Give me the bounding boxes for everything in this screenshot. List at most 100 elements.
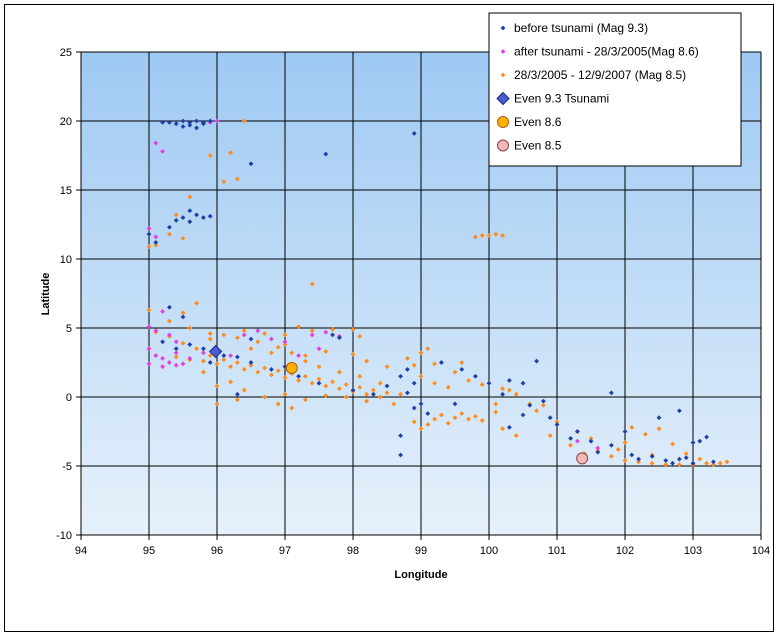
series-1-point [384,383,390,389]
x-tick-label: 102 [616,545,634,557]
series-1-point [200,215,206,221]
y-tick-label: 0 [66,392,72,404]
series-3-point [466,377,472,383]
series-3-point [452,369,458,375]
series-3-point [275,401,281,407]
series-1-point [622,429,628,434]
series-3-point [282,332,288,338]
series-1-point [166,119,172,125]
series-3-point [180,340,186,346]
series-1-point [568,435,574,441]
series-1-point [180,215,186,221]
series-1-point [710,459,716,465]
series-3-point [336,386,342,392]
series-1-point [330,332,336,338]
series-1-point [506,377,512,383]
series-3-point [302,353,308,359]
series-3-point [479,233,485,239]
series-3-point [547,433,553,439]
series-3-point [357,333,363,339]
series-1-point [676,456,682,462]
series-1-point [296,373,302,379]
series-3-point [710,462,716,468]
series-3-point [418,426,424,432]
series-1-point [180,118,186,124]
series-1-point [194,118,200,124]
series-1-point [398,452,404,458]
series-1-point [173,346,179,352]
series-2-point [160,364,166,370]
series-3-point [180,235,186,241]
series-2-point [173,362,179,368]
series-2-point [146,346,152,352]
series-3-point [194,300,200,306]
series-3-point [282,375,288,381]
series-1-point [207,360,213,365]
legend-label-series-2: after tsunami - 28/3/2005(Mag 8.6) [514,45,699,59]
x-axis-title: Longitude [394,569,447,581]
series-1-point [160,339,166,345]
legend-marker-series-1 [500,25,506,31]
series-3-point [445,384,451,390]
series-3-point [622,457,628,463]
series-1-point [234,354,240,360]
data-points [146,118,730,468]
x-tick-label: 94 [75,545,87,557]
event-markers [208,344,589,465]
series-1-point [194,212,200,218]
series-2-point [228,353,234,359]
series-2-point [160,355,166,361]
event-marker-3 [576,452,589,465]
series-3-point [506,387,512,393]
series-3-point [309,380,315,386]
series-1-point [207,118,213,124]
series-3-point [194,346,200,352]
series-1-point [547,415,553,421]
series-1-point [527,402,533,408]
series-1-point [146,231,152,237]
series-3-point [268,350,274,356]
series-2-point [146,324,152,330]
series-3-point [350,326,356,332]
series-3-point [248,346,254,352]
series-3-point [384,364,390,370]
series-3-point [670,441,676,447]
series-3-point [234,335,240,341]
series-3-point [282,342,288,348]
series-3-point [166,231,172,237]
series-3-point [296,377,302,383]
series-3-point [636,459,642,465]
series-1-point [336,335,342,341]
series-3-point [391,401,397,407]
series-2-point [309,332,315,338]
series-1-point [173,121,179,127]
series-2-point [241,332,247,338]
legend-label-event-3: Even 8.5 [514,139,562,153]
series-3-point [364,358,370,364]
series-3-point [207,336,213,342]
series-3-point [500,426,506,432]
tick-labels: 94 95 96 97 98 99 100 101 102 103 104 -10 -5 0 5 10 15 20… [56,47,770,557]
series-3-point [241,118,247,124]
series-2-point [187,355,193,361]
series-3-point [200,369,206,375]
series-3-point [221,357,227,363]
series-2-point [166,332,172,338]
series-3-point [323,393,329,399]
series-1-point [608,442,614,448]
series-3-point [432,416,438,422]
series-1-point [690,440,696,446]
series-1-point [500,391,506,397]
series-1-point [534,358,540,364]
y-axis-title: Latitude [40,273,52,316]
legend-box [488,12,742,167]
series-3-point [466,416,472,422]
series-3-point [513,391,519,397]
legend-marker-series-2 [500,49,506,54]
series-3-point [445,420,451,426]
series-3-point [268,372,274,378]
series-2-point [296,353,302,359]
series-1-point [540,398,546,404]
series-3-point [289,350,295,356]
series-1-point [248,360,254,365]
